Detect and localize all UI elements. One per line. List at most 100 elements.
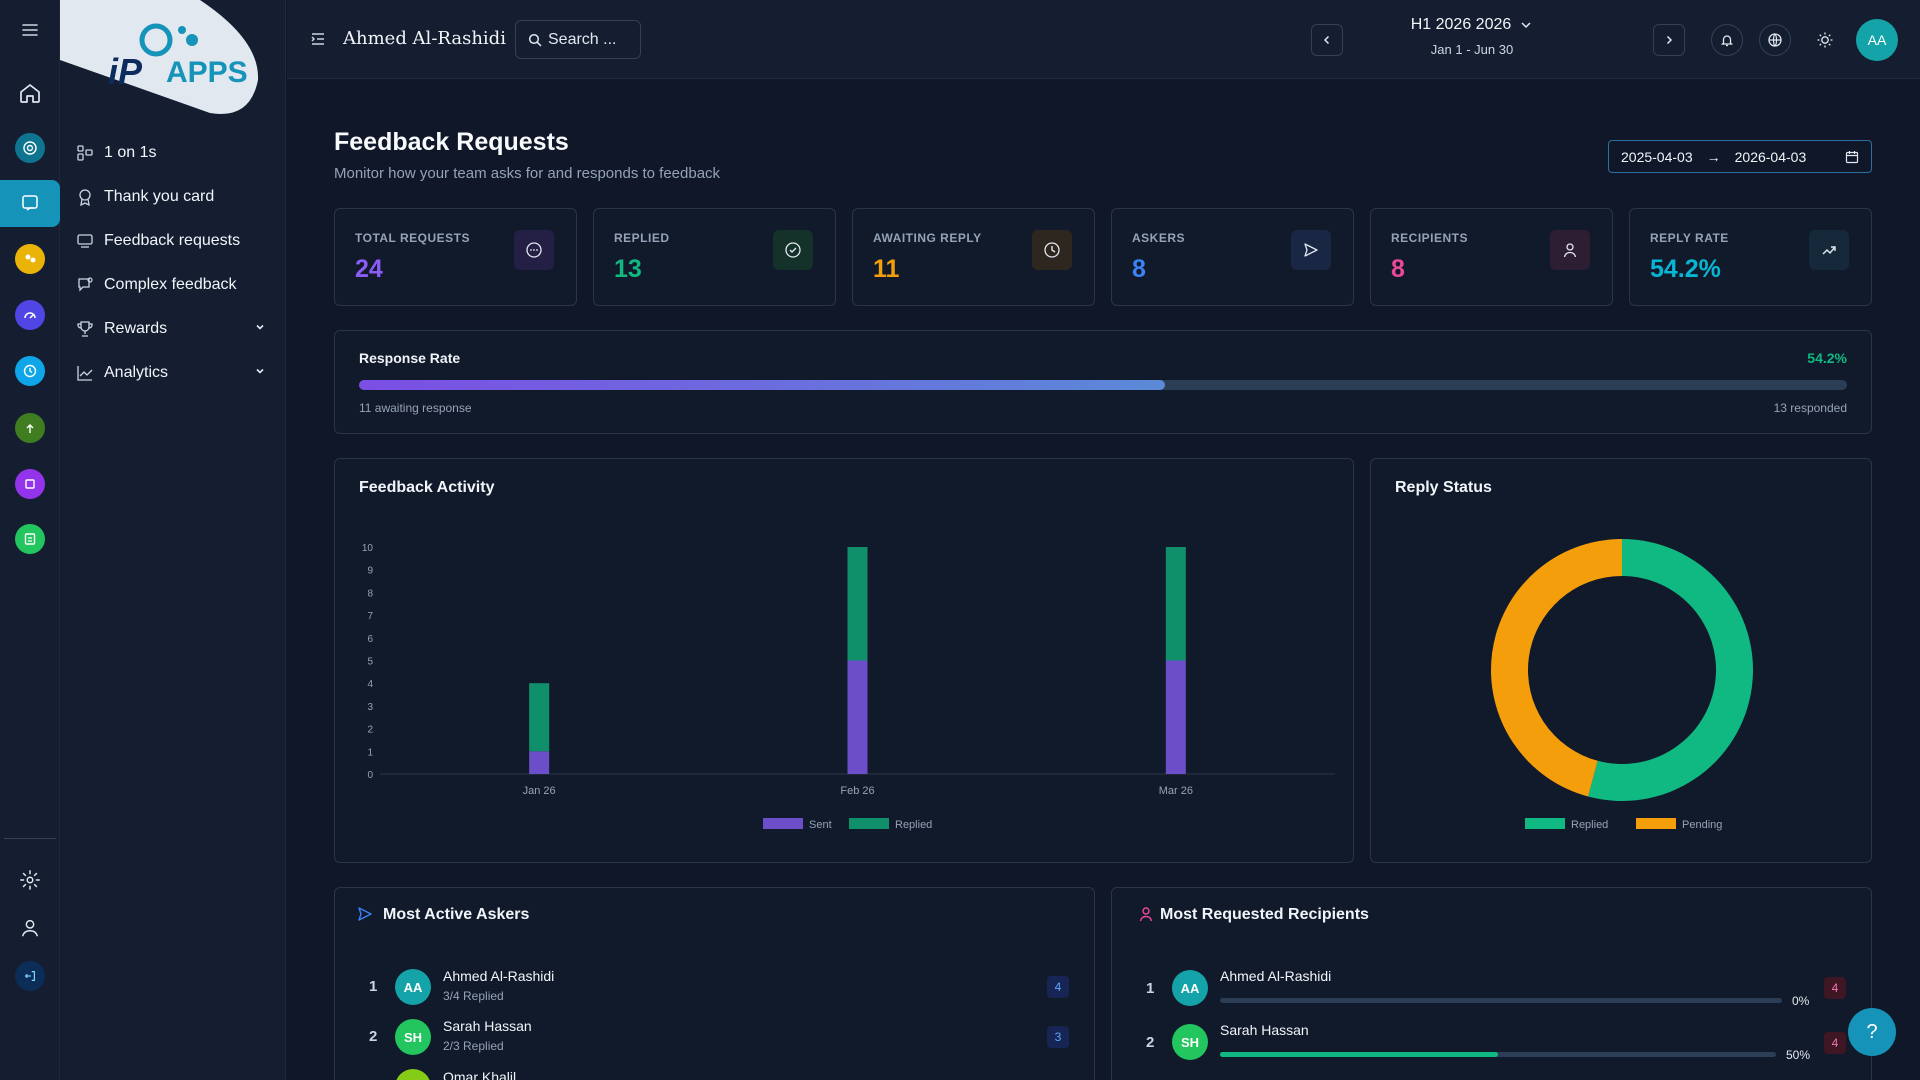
- date-range-picker[interactable]: 2025-04-03 → 2026-04-03: [1608, 140, 1872, 173]
- period-title: H1 2026 2026: [1410, 16, 1512, 33]
- help-button[interactable]: ?: [1848, 1008, 1896, 1056]
- user-avatar[interactable]: AA: [1856, 19, 1898, 61]
- avatar: SH: [395, 1019, 431, 1055]
- search-input[interactable]: Search ...: [515, 20, 641, 59]
- y-tick-label: 9: [367, 566, 373, 577]
- trophy-icon: [77, 321, 93, 337]
- stat-value: 54.2%: [1650, 255, 1721, 283]
- page-title: Feedback Requests: [334, 128, 569, 156]
- chevron-left-icon: [1323, 35, 1330, 45]
- people-app-icon[interactable]: [10, 239, 50, 279]
- awaiting-count: 11 awaiting response: [359, 401, 472, 415]
- sidebar-item-thank-you-card[interactable]: Thank you card: [76, 177, 276, 217]
- home-icon[interactable]: [10, 73, 50, 113]
- feedback-activity-panel: Feedback Activity 0 1 2 3 4 5 6 7 8 9 10 Jan 26 Feb …: [334, 458, 1354, 863]
- sidebar-item-1on1s[interactable]: 1 on 1s: [76, 133, 276, 173]
- feedback-app-icon[interactable]: [10, 183, 50, 223]
- settings-icon[interactable]: [10, 860, 50, 900]
- stat-value: 8: [1391, 255, 1405, 283]
- svg-text:iP: iP: [108, 51, 143, 92]
- bar-sent-feb-26: [847, 660, 868, 774]
- next-period-button[interactable]: [1653, 24, 1685, 56]
- top-bar: Ahmed Al-Rashidi Search ... H1 2026 2026…: [287, 0, 1920, 79]
- previous-period-button[interactable]: [1311, 24, 1343, 56]
- sidebar-item-complex-feedback[interactable]: Complex feedback: [76, 265, 276, 305]
- panel-title: Most Active Askers: [383, 906, 530, 923]
- reply-status-chart: Replied Pending: [1491, 539, 1753, 831]
- legend-swatch: [1525, 818, 1565, 829]
- trend-up-icon: [1809, 230, 1849, 270]
- bar-replied-jan-26: [529, 683, 550, 752]
- avatar: AA: [1172, 970, 1208, 1006]
- person-name: Sarah Hassan: [1220, 1022, 1309, 1038]
- collapse-sidebar-icon[interactable]: [309, 30, 327, 53]
- recipient-progress: [1220, 1052, 1776, 1057]
- globe-icon: [1768, 33, 1782, 47]
- chevron-down-icon: [1521, 22, 1531, 29]
- legend-label: Sent: [809, 819, 832, 831]
- recipient-percent: 50%: [1786, 1048, 1811, 1062]
- theme-toggle-icon[interactable]: [1816, 31, 1834, 54]
- period-selector[interactable]: H1 2026 2026 Jan 1 - Jun 30: [1387, 16, 1557, 57]
- calendar-icon: [1845, 150, 1859, 163]
- chevron-down-icon: [254, 320, 266, 338]
- icon-rail: [0, 0, 60, 1080]
- sidebar-item-label: Analytics: [104, 364, 169, 381]
- legend-label: Pending: [1682, 819, 1722, 831]
- stat-value: 11: [873, 255, 900, 283]
- bar-replied-feb-26: [847, 547, 868, 661]
- send-icon: [1291, 230, 1331, 270]
- response-rate-progress: [359, 380, 1847, 390]
- rewards-app-icon[interactable]: [10, 464, 50, 504]
- check-circle-icon: [773, 230, 813, 270]
- sidebar-item-analytics[interactable]: Analytics: [76, 353, 276, 393]
- report-app-icon[interactable]: [10, 519, 50, 559]
- stat-value: 24: [355, 255, 383, 283]
- x-tick-label: Feb 26: [840, 785, 874, 797]
- feedback-activity-chart: 0 1 2 3 4 5 6 7 8 9 10 Jan 26 Feb 26 Mar 26 Sent Replie…: [362, 543, 1335, 831]
- sidebar-item-rewards[interactable]: Rewards: [76, 309, 276, 349]
- award-icon: [79, 189, 91, 206]
- notifications-button[interactable]: [1711, 24, 1743, 56]
- clock-app-icon[interactable]: [10, 351, 50, 391]
- y-tick-label: 7: [367, 611, 373, 622]
- chevron-right-icon: [1666, 35, 1673, 45]
- rank-number: 1: [1146, 980, 1155, 997]
- count-badge: 4: [1824, 1032, 1846, 1054]
- chat-icon: [78, 277, 93, 292]
- y-tick-label: 1: [367, 747, 373, 758]
- brand-logo[interactable]: iP APPS: [60, 0, 260, 118]
- logout-icon[interactable]: [10, 956, 50, 996]
- profile-icon[interactable]: [10, 908, 50, 948]
- language-button[interactable]: [1759, 24, 1791, 56]
- sidebar-item-label: Complex feedback: [104, 276, 237, 293]
- sidebar-item-label: Feedback requests: [104, 232, 241, 249]
- target-app-icon[interactable]: [10, 128, 50, 168]
- stat-card-reply-rate: REPLY RATE 54.2%: [1629, 208, 1872, 306]
- menu-icon[interactable]: [10, 10, 50, 50]
- response-rate-card: Response Rate 54.2% 11 awaiting response…: [334, 330, 1872, 434]
- page-subtitle: Monitor how your team asks for and respo…: [334, 165, 721, 182]
- y-tick-label: 4: [367, 679, 373, 690]
- sidebar-item-label: 1 on 1s: [104, 144, 157, 161]
- gauge-app-icon[interactable]: [10, 295, 50, 335]
- y-tick-label: 5: [367, 657, 373, 668]
- response-rate-percent: 54.2%: [1807, 350, 1847, 366]
- y-tick-label: 3: [367, 702, 373, 713]
- x-tick-label: Mar 26: [1159, 785, 1193, 797]
- panel-title: Feedback Activity: [359, 479, 495, 496]
- sidebar-item-feedback-requests[interactable]: Feedback requests: [76, 221, 276, 261]
- reply-status-panel: Reply Status Replied Pending: [1370, 458, 1872, 863]
- growth-app-icon[interactable]: [10, 408, 50, 448]
- secondary-sidebar: iP APPS 1 on 1s Thank you card Feedback …: [60, 0, 286, 1080]
- clock-icon: [1032, 230, 1072, 270]
- bar-sent-mar-26: [1165, 660, 1186, 774]
- person-name: Sarah Hassan: [443, 1018, 532, 1034]
- rank-number: 1: [369, 978, 378, 995]
- person-name: Omar Khalil: [443, 1069, 517, 1080]
- chart-icon: [77, 366, 93, 381]
- legend-label: Replied: [1571, 819, 1608, 831]
- sidebar-item-label: Thank you card: [104, 188, 215, 205]
- progress-fill: [359, 380, 1166, 390]
- panel-title: Most Requested Recipients: [1160, 906, 1369, 923]
